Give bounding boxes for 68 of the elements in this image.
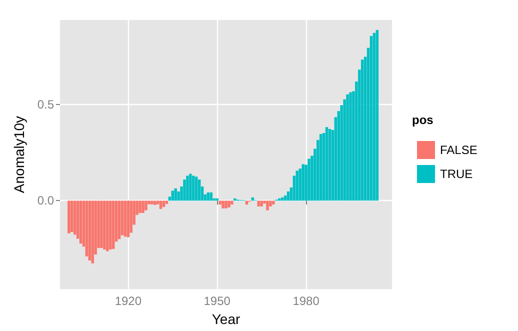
bar bbox=[360, 60, 364, 201]
bar bbox=[370, 36, 373, 201]
bar bbox=[106, 200, 109, 252]
bar bbox=[165, 200, 168, 204]
bar bbox=[376, 30, 379, 201]
bar bbox=[308, 158, 310, 201]
bar bbox=[224, 200, 228, 208]
bar bbox=[142, 200, 144, 213]
bar bbox=[153, 200, 156, 205]
bar bbox=[222, 200, 224, 208]
y-tick-label: 0.0 bbox=[37, 194, 54, 208]
bar bbox=[70, 200, 74, 232]
bar bbox=[328, 128, 332, 201]
bar bbox=[216, 198, 218, 201]
bar bbox=[296, 170, 299, 201]
bar bbox=[159, 200, 162, 209]
legend-label: FALSE bbox=[440, 143, 478, 157]
x-tick-label: 1920 bbox=[114, 294, 142, 308]
bar bbox=[79, 200, 82, 244]
bar bbox=[88, 200, 92, 260]
bar bbox=[171, 190, 174, 201]
bar bbox=[245, 200, 248, 205]
bar bbox=[100, 200, 103, 248]
bar bbox=[109, 200, 112, 250]
bar bbox=[112, 200, 115, 249]
legend-label: TRUE bbox=[440, 167, 473, 181]
bar bbox=[260, 200, 263, 206]
bar bbox=[325, 127, 328, 201]
x-axis-title: Year bbox=[212, 311, 240, 327]
y-axis-title: Anomaly10y bbox=[11, 116, 27, 194]
bar bbox=[302, 164, 304, 201]
bar bbox=[103, 200, 106, 250]
bar bbox=[266, 200, 269, 210]
bar bbox=[138, 200, 142, 213]
bar bbox=[162, 200, 166, 208]
bar bbox=[183, 180, 186, 201]
bar bbox=[120, 200, 124, 236]
y-tick-label: 0.5 bbox=[37, 98, 54, 112]
bar bbox=[272, 200, 275, 205]
bar bbox=[230, 200, 234, 205]
bar bbox=[257, 200, 260, 206]
bar bbox=[118, 200, 121, 240]
legend-title: pos bbox=[412, 113, 434, 127]
bar bbox=[150, 200, 154, 204]
bar bbox=[124, 200, 127, 237]
bar bbox=[174, 188, 177, 201]
bar bbox=[198, 180, 201, 201]
bar bbox=[68, 200, 70, 234]
bar bbox=[192, 176, 195, 201]
x-tick-label: 1950 bbox=[204, 294, 231, 308]
bar bbox=[372, 32, 376, 201]
bar bbox=[126, 200, 130, 238]
bar bbox=[269, 200, 272, 206]
bar bbox=[194, 176, 198, 201]
bar bbox=[319, 134, 322, 201]
bar bbox=[189, 174, 192, 201]
bar bbox=[130, 200, 133, 233]
bar bbox=[234, 198, 236, 201]
bar bbox=[218, 200, 222, 205]
bar bbox=[91, 200, 94, 264]
bar bbox=[73, 200, 76, 235]
bar bbox=[346, 94, 349, 201]
bar bbox=[144, 200, 148, 210]
bar bbox=[186, 176, 189, 201]
bar bbox=[228, 200, 230, 208]
x-tick-label: 1980 bbox=[292, 294, 320, 308]
bar bbox=[85, 200, 88, 256]
bar bbox=[349, 92, 352, 201]
